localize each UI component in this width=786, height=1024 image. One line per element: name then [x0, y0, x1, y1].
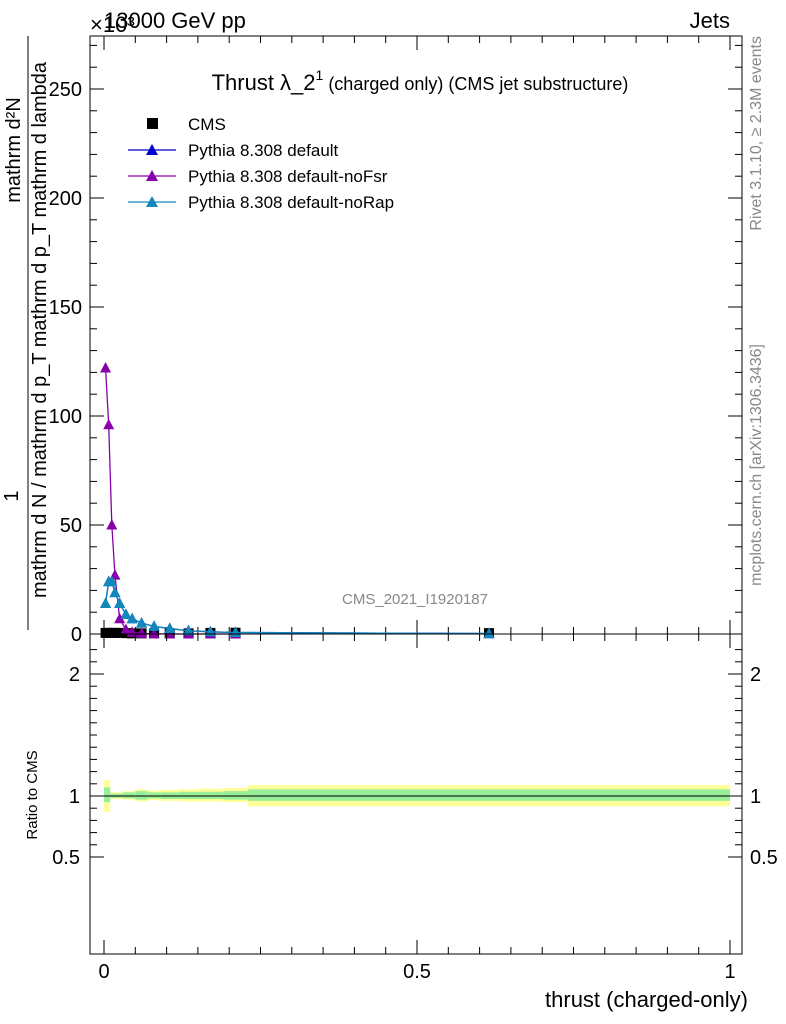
point-pythia-8-308-default-norap-9 [164, 622, 176, 634]
ratio-inner-band-8 [222, 791, 248, 800]
main-ytick-label-4: 200 [49, 188, 82, 210]
main-series-layer [100, 362, 495, 639]
point-pythia-8-308-default-nofsr-2 [106, 519, 118, 530]
legend-label-cms: CMS [188, 115, 226, 134]
ratio-ytick-label-right-0: 0.5 [750, 847, 778, 869]
ratio-inner-band-2 [122, 792, 136, 799]
point-pythia-8-308-default-nofsr-4 [114, 612, 126, 624]
mcplots-label: mcplots.cern.ch [arXiv:1306.3436] [748, 344, 765, 586]
point-pythia-8-308-default-nofsr-7 [136, 627, 148, 638]
main-panel: CMS_2021_I1920187 Thrust λ_21 (charged on… [1, 35, 743, 646]
ratio-ytick-label-1: 1 [69, 786, 80, 808]
ratio-ytick-label-2: 2 [69, 664, 80, 686]
ratio-panel: 0.5 0.5 1 1 2 2 0 0.5 1 Ratio to CMS thrust (cha… [24, 633, 778, 1012]
legend-marker-default [146, 144, 158, 155]
point-pythia-8-308-default-norap-3 [109, 586, 121, 598]
point-pythia-8-308-default-norap-7 [136, 617, 148, 628]
xtick-label-2: 1 [724, 961, 735, 983]
legend-marker-cms [147, 118, 158, 129]
exponent-label: ×10³ [90, 12, 135, 37]
legend: CMS Pythia 8.308 default Pythia 8.308 de… [128, 115, 394, 212]
ylabel-numerator: mathrm d²N [3, 97, 25, 203]
ratio-axis-ticks: 0.5 0.5 1 1 2 2 0 0.5 1 [52, 634, 778, 983]
ratio-inner-band-9 [247, 789, 731, 801]
point-pythia-8-308-default-nofsr-8 [148, 627, 160, 639]
xtick-label-1: 0.5 [403, 961, 431, 983]
main-y-label: mathrm d²N 1 mathrm d N / mathrm d p_T m… [1, 36, 51, 630]
ratio-y-label: Ratio to CMS [24, 750, 41, 839]
ratio-inner-band-4 [147, 792, 161, 799]
point-pythia-8-308-default-nofsr-0 [100, 362, 112, 373]
x-axis-label: thrust (charged-only) [545, 987, 748, 1012]
point-pythia-8-308-default-nofsr-1 [103, 418, 115, 430]
xtick-label-0: 0 [98, 961, 109, 983]
point-pythia-8-308-default-norap-5 [120, 608, 132, 619]
ratio-frame [89, 633, 743, 955]
title-sup: 1 [316, 67, 324, 83]
process-label: Jets [690, 8, 730, 33]
legend-marker-norap [146, 196, 158, 207]
ratio-ytick-label-right-2: 2 [750, 664, 761, 686]
ratio-inner-band-6 [179, 791, 198, 800]
main-ytick-label-0: 0 [71, 624, 82, 646]
main-title: Thrust λ_21 (charged only) (CMS jet subst… [212, 67, 629, 95]
series-line-pythia-8-308-default-nofsr [104, 368, 236, 635]
legend-marker-nofsr [146, 170, 158, 181]
point-pythia-8-308-default-norap-10 [183, 624, 195, 636]
title-rest: (charged only) (CMS jet substructure) [328, 74, 628, 94]
legend-label-nofsr: Pythia 8.308 default-noFsr [188, 167, 388, 186]
rivet-label: Rivet 3.1.10, ≥ 2.3M events [748, 36, 765, 231]
ylabel-one: 1 [1, 490, 23, 501]
watermark: CMS_2021_I1920187 [342, 591, 488, 608]
main-ytick-label-2: 100 [49, 406, 82, 428]
ratio-inner-band-3 [135, 791, 148, 800]
main-ytick-label-1: 50 [60, 515, 82, 537]
ratio-inner-band-0 [104, 787, 111, 803]
ratio-inner-band-7 [197, 791, 223, 800]
main-ytick-label-5: 250 [49, 79, 82, 101]
point-pythia-8-308-default-norap-0 [100, 597, 112, 608]
point-pythia-8-308-default-norap-13 [483, 627, 495, 639]
point-pythia-8-308-default-nofsr-5 [120, 623, 132, 635]
ratio-ytick-label-right-1: 1 [750, 786, 761, 808]
ratio-ytick-label-0: 0.5 [52, 847, 80, 869]
ylabel-denominator: mathrm d N / mathrm d p_T mathrm d p_T m… [29, 61, 51, 598]
point-pythia-8-308-default-norap-6 [126, 612, 138, 624]
point-pythia-8-308-default-norap-2 [106, 575, 118, 587]
main-axis-ticks: 0 50 100 150 200 250 [49, 36, 742, 646]
energy-label: 13000 GeV pp [104, 8, 246, 33]
main-ytick-label-3: 150 [49, 297, 82, 319]
legend-label-norap: Pythia 8.308 default-noRap [188, 193, 394, 212]
title-main: Thrust λ_2 [212, 70, 316, 95]
point-pythia-8-308-default-norap-4 [114, 597, 126, 608]
legend-label-default: Pythia 8.308 default [188, 141, 339, 160]
point-cms-4 [114, 627, 125, 638]
point-pythia-8-308-default-norap-8 [148, 620, 160, 631]
